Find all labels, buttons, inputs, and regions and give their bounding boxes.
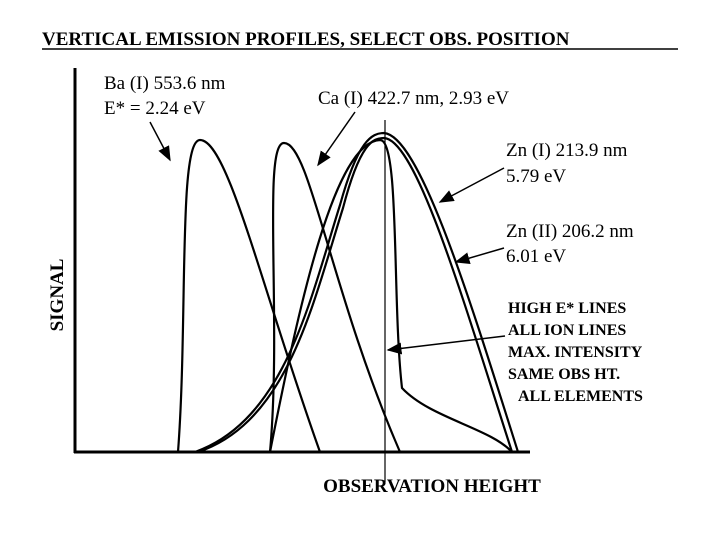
- x-axis-label: OBSERVATION HEIGHT: [323, 476, 541, 497]
- zn1-curve: [194, 131, 520, 454]
- ba-label: Ba (I) 553.6 nm: [104, 73, 226, 94]
- y-axis-label: SIGNAL: [47, 259, 68, 332]
- zn2-arrow: [454, 247, 505, 264]
- ca-label: Ca (I) 422.7 nm, 2.93 eV: [318, 88, 509, 109]
- zn1-energy: 5.79 eV: [506, 166, 566, 187]
- ba-energy: E* = 2.24 eV: [104, 98, 206, 119]
- note-line: SAME OBS HT.: [508, 366, 620, 383]
- ba-curve: [176, 138, 322, 453]
- ca-arrow: [317, 111, 356, 167]
- zn2-energy: 6.01 eV: [506, 246, 566, 267]
- note-line: MAX. INTENSITY: [508, 344, 643, 361]
- ion-curve: [268, 138, 513, 453]
- note-arrow: [386, 335, 506, 355]
- note-line: HIGH E* LINES: [508, 300, 626, 317]
- note-line: ALL ELEMENTS: [518, 388, 643, 405]
- zn1-arrow: [438, 167, 505, 203]
- ba-arrow: [149, 121, 171, 162]
- zn2-curve: [197, 136, 514, 454]
- note-line: ALL ION LINES: [508, 322, 626, 339]
- title: VERTICAL EMISSION PROFILES, SELECT OBS. …: [42, 29, 570, 50]
- zn1-label: Zn (I) 213.9 nm: [506, 140, 628, 161]
- ca-curve: [268, 141, 402, 453]
- zn2-label: Zn (II) 206.2 nm: [506, 221, 634, 242]
